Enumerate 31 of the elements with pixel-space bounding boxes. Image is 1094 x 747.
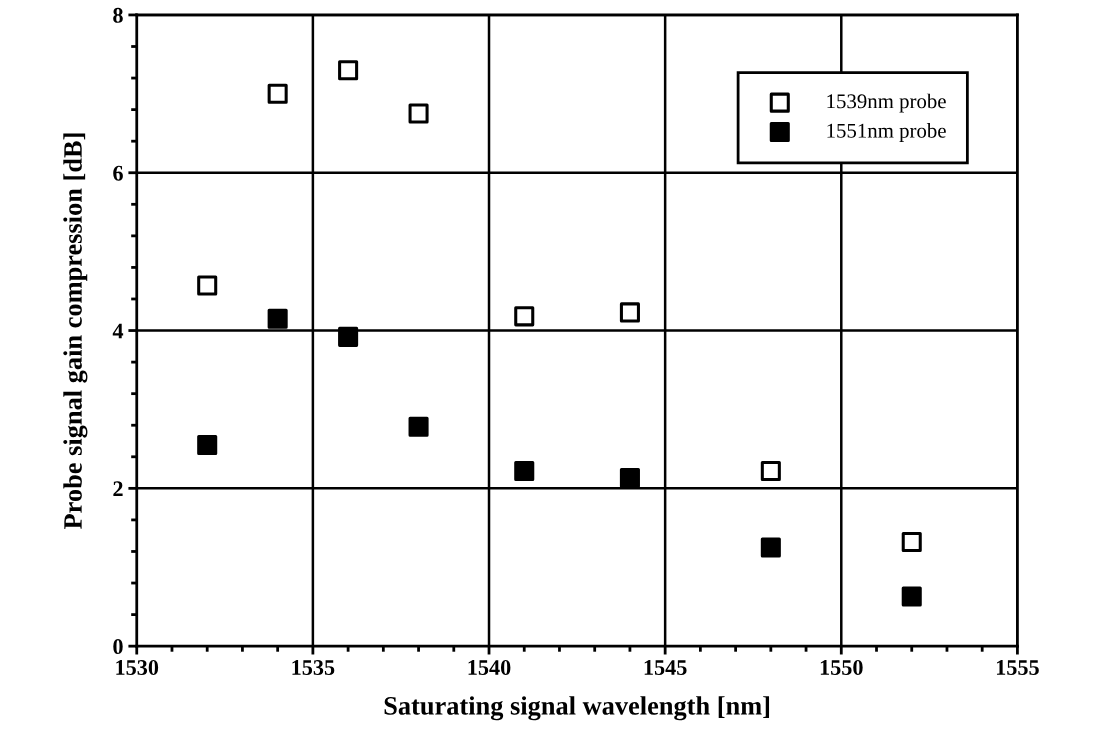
point <box>760 460 781 482</box>
point <box>338 60 359 81</box>
point <box>901 531 922 553</box>
point <box>197 434 218 455</box>
point <box>408 103 429 124</box>
legend-label: 1551nm probe <box>827 123 946 142</box>
point <box>267 308 288 329</box>
point <box>619 468 640 489</box>
point <box>514 306 535 327</box>
point <box>514 460 535 482</box>
x-tick-label: 1540 <box>468 659 511 675</box>
point <box>901 586 922 607</box>
point <box>338 326 359 347</box>
x-axis-title: Saturating signal wavelength [nm] <box>384 696 770 721</box>
y-tick-label: 6 <box>113 165 123 181</box>
point <box>619 302 640 323</box>
y-tick-label: 0 <box>113 639 123 655</box>
point <box>408 416 429 437</box>
point <box>197 275 218 296</box>
legend-label: 1539nm probe <box>827 93 946 113</box>
x-tick-label: 1555 <box>996 660 1039 675</box>
y-tick-label: 2 <box>113 481 123 497</box>
point <box>267 83 288 104</box>
x-tick-label: 1535 <box>292 660 335 675</box>
point <box>760 537 781 558</box>
y-tick-label: 4 <box>112 323 124 339</box>
y-tick-label: 8 <box>113 7 123 23</box>
x-tick-label: 1530 <box>116 659 159 675</box>
x-tick-label: 1545 <box>644 660 687 675</box>
y-axis-title: Probe signal gain compression [dB] <box>63 133 88 530</box>
x-tick-label: 1550 <box>820 659 863 675</box>
